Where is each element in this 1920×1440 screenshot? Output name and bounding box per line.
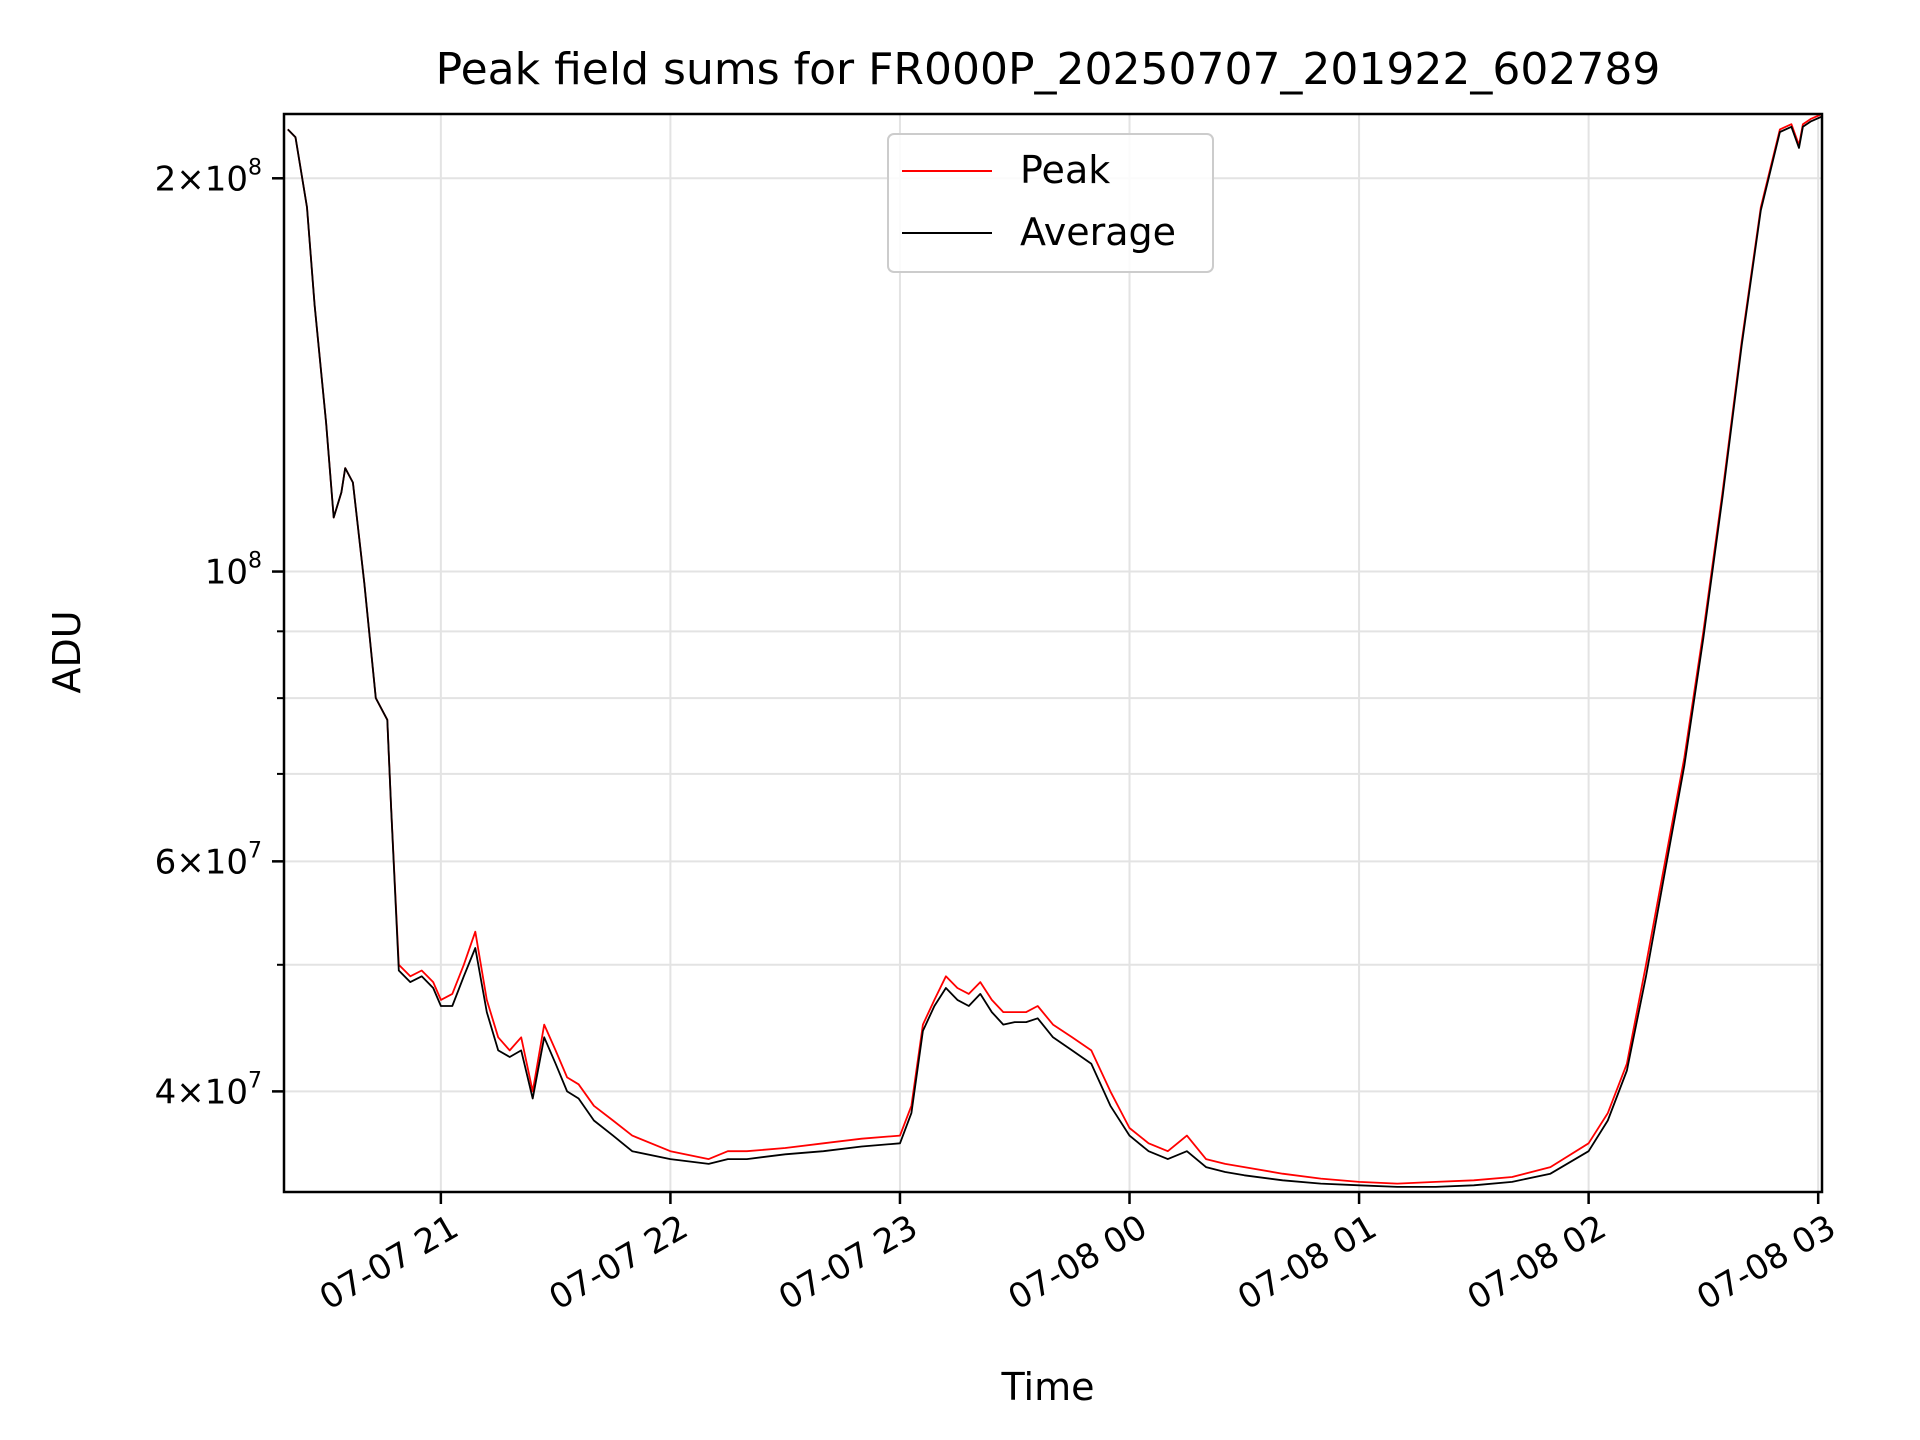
series-line-average xyxy=(287,115,1822,1188)
x-axis-label: Time xyxy=(1001,1365,1095,1409)
series-line-peak xyxy=(287,114,1822,1185)
y-axis-label: ADU xyxy=(45,610,89,693)
x-tick-label: 07-07 23 xyxy=(772,1207,924,1318)
y-tick-label: 108 xyxy=(205,549,262,593)
x-tick-label: 07-08 02 xyxy=(1461,1207,1613,1318)
y-tick-label: 4×107 xyxy=(155,1068,262,1112)
legend-box xyxy=(887,133,1214,273)
legend-label-peak: Peak xyxy=(1020,148,1110,192)
plot-frame xyxy=(282,112,1824,1194)
y-tick-label: 2×108 xyxy=(155,155,262,199)
x-tick-label: 07-07 21 xyxy=(313,1207,465,1318)
x-tick-label: 07-08 01 xyxy=(1231,1207,1383,1318)
chart-title: Peak field sums for FR000P_20250707_2019… xyxy=(436,44,1661,95)
series-layer xyxy=(287,114,1822,1188)
x-tick-label: 07-08 03 xyxy=(1690,1207,1842,1318)
y-tick-label: 6×107 xyxy=(155,838,262,882)
grid-layer xyxy=(284,114,1822,1192)
x-tick-label: 07-07 22 xyxy=(543,1207,695,1318)
x-tick-label: 07-08 00 xyxy=(1002,1207,1154,1318)
legend: Peak Average xyxy=(887,133,1214,273)
legend-label-average: Average xyxy=(1020,210,1176,254)
